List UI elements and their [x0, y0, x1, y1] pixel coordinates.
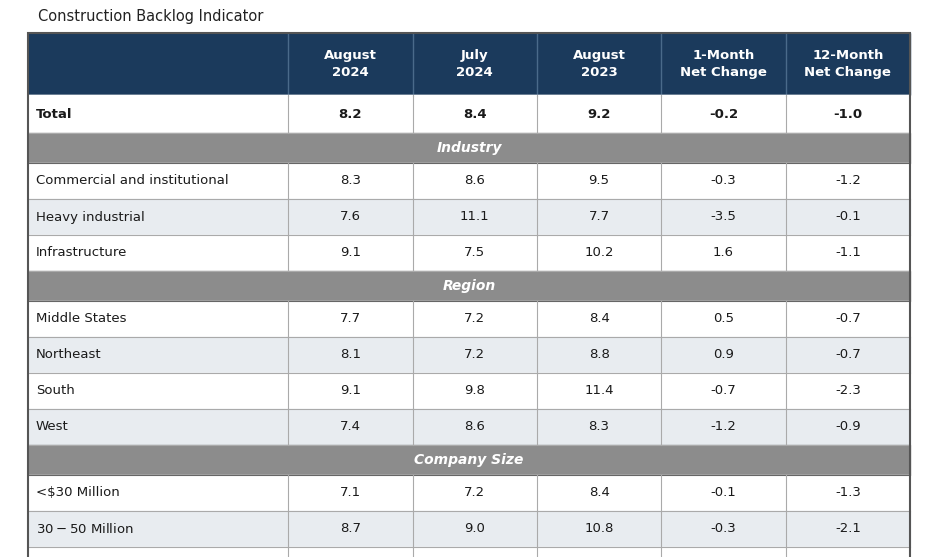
Text: 12-Month
Net Change: 12-Month Net Change — [804, 49, 891, 79]
Text: -1.2: -1.2 — [835, 174, 861, 188]
Text: 8.8: 8.8 — [589, 349, 609, 361]
Text: 8.6: 8.6 — [464, 174, 485, 188]
Text: Construction Backlog Indicator: Construction Backlog Indicator — [38, 9, 263, 25]
Text: 9.0: 9.0 — [464, 522, 485, 535]
Text: August
2024: August 2024 — [324, 49, 377, 79]
Text: August
2023: August 2023 — [573, 49, 625, 79]
Text: 7.5: 7.5 — [464, 247, 485, 260]
Text: -0.1: -0.1 — [710, 486, 737, 500]
Bar — [28, 337, 910, 373]
Text: -0.7: -0.7 — [710, 384, 737, 398]
Text: Total: Total — [36, 108, 72, 120]
Text: 1.6: 1.6 — [713, 247, 734, 260]
Text: 10.2: 10.2 — [584, 247, 614, 260]
Text: West: West — [36, 421, 68, 433]
Text: -0.2: -0.2 — [709, 108, 738, 120]
Text: Infrastructure: Infrastructure — [36, 247, 127, 260]
Bar — [28, 33, 910, 95]
Text: South: South — [36, 384, 75, 398]
Text: Commercial and institutional: Commercial and institutional — [36, 174, 228, 188]
Text: -0.7: -0.7 — [835, 312, 861, 325]
Text: -0.1: -0.1 — [835, 211, 861, 223]
Text: 8.7: 8.7 — [340, 522, 361, 535]
Text: 7.4: 7.4 — [340, 421, 361, 433]
Text: Northeast: Northeast — [36, 349, 102, 361]
Text: -0.9: -0.9 — [835, 421, 860, 433]
Text: 7.2: 7.2 — [464, 349, 485, 361]
Text: 9.1: 9.1 — [340, 247, 361, 260]
Text: July
2024: July 2024 — [457, 49, 493, 79]
Text: 1-Month
Net Change: 1-Month Net Change — [680, 49, 767, 79]
Text: 9.8: 9.8 — [464, 384, 485, 398]
Text: 7.1: 7.1 — [340, 486, 361, 500]
Bar — [28, 445, 910, 475]
Text: Region: Region — [443, 279, 496, 293]
Text: 0.9: 0.9 — [713, 349, 734, 361]
Text: -2.3: -2.3 — [835, 384, 861, 398]
Text: 8.4: 8.4 — [589, 312, 609, 325]
Bar — [28, 133, 910, 163]
Text: -3.5: -3.5 — [710, 211, 737, 223]
Text: <$30 Million: <$30 Million — [36, 486, 120, 500]
Bar — [28, 95, 910, 133]
Text: 0.5: 0.5 — [713, 312, 734, 325]
Text: Middle States: Middle States — [36, 312, 126, 325]
Bar — [28, 511, 910, 547]
Bar — [28, 373, 910, 409]
Text: -1.1: -1.1 — [835, 247, 861, 260]
Text: -1.2: -1.2 — [710, 421, 737, 433]
Text: 7.2: 7.2 — [464, 486, 485, 500]
Text: 11.4: 11.4 — [584, 384, 614, 398]
Text: 8.3: 8.3 — [340, 174, 361, 188]
Text: 7.2: 7.2 — [464, 312, 485, 325]
Text: -1.3: -1.3 — [835, 486, 861, 500]
Bar — [28, 547, 910, 557]
Text: 8.4: 8.4 — [463, 108, 487, 120]
Bar — [28, 235, 910, 271]
Text: Company Size: Company Size — [415, 453, 523, 467]
Text: -0.3: -0.3 — [710, 522, 737, 535]
Text: Heavy industrial: Heavy industrial — [36, 211, 145, 223]
Text: $30-$50 Million: $30-$50 Million — [36, 522, 134, 536]
Text: 9.1: 9.1 — [340, 384, 361, 398]
Text: 8.2: 8.2 — [339, 108, 362, 120]
Text: 11.1: 11.1 — [460, 211, 490, 223]
Bar — [28, 163, 910, 199]
Bar — [28, 475, 910, 511]
Text: 8.3: 8.3 — [589, 421, 609, 433]
Text: 9.5: 9.5 — [589, 174, 609, 188]
Text: Industry: Industry — [436, 141, 502, 155]
Text: -0.7: -0.7 — [835, 349, 861, 361]
Text: 7.7: 7.7 — [589, 211, 609, 223]
Text: -2.1: -2.1 — [835, 522, 861, 535]
Text: -1.0: -1.0 — [833, 108, 862, 120]
Text: 10.8: 10.8 — [584, 522, 614, 535]
Text: 9.2: 9.2 — [588, 108, 611, 120]
Text: 8.4: 8.4 — [589, 486, 609, 500]
Text: -0.3: -0.3 — [710, 174, 737, 188]
Text: 8.1: 8.1 — [340, 349, 361, 361]
Text: 8.6: 8.6 — [464, 421, 485, 433]
Text: 7.6: 7.6 — [340, 211, 361, 223]
Bar — [28, 409, 910, 445]
Bar — [28, 271, 910, 301]
Bar — [28, 199, 910, 235]
Bar — [28, 301, 910, 337]
Text: 7.7: 7.7 — [340, 312, 361, 325]
